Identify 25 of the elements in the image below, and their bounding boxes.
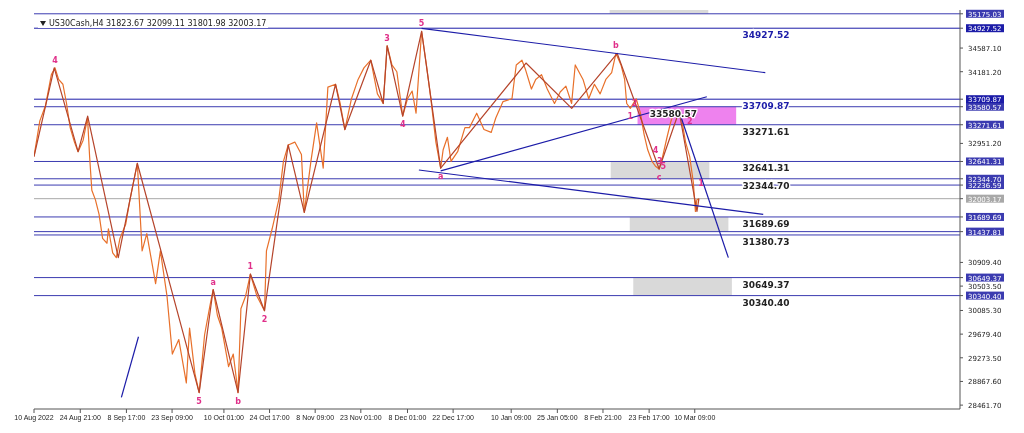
annotation: 5	[660, 162, 667, 172]
ref-line-label: 31380.73	[742, 236, 790, 247]
ref-line-label: 30340.40	[742, 297, 790, 308]
annotation: 5	[418, 19, 425, 29]
annotation: 4	[652, 145, 659, 155]
annotation: 1	[627, 112, 634, 122]
annotation: 1	[698, 178, 705, 188]
annotation: c	[656, 173, 662, 183]
annotation: b	[235, 396, 242, 406]
ref-line-label: 32344.70	[742, 180, 790, 191]
annotation: 5	[196, 396, 203, 406]
ref-line-label: 34927.52	[742, 30, 790, 41]
ref-line-label: 31689.69	[742, 218, 790, 229]
annotation: a	[437, 172, 444, 182]
annotation: b	[613, 41, 620, 51]
annotation: 2	[631, 99, 638, 109]
ref-line-label: 32641.31	[742, 163, 790, 174]
ref-line-label: 30649.37	[742, 279, 790, 290]
annotation: 4	[52, 55, 59, 65]
annotation: 2	[261, 314, 268, 324]
ref-line-label: 33271.61	[742, 126, 790, 137]
annotation: 3	[384, 33, 390, 43]
annotation: 1	[247, 262, 254, 272]
text: US30Cash,H4 31823.67 32099.11 31801.98 32003.17	[49, 19, 267, 28]
annotation: a	[210, 277, 216, 287]
